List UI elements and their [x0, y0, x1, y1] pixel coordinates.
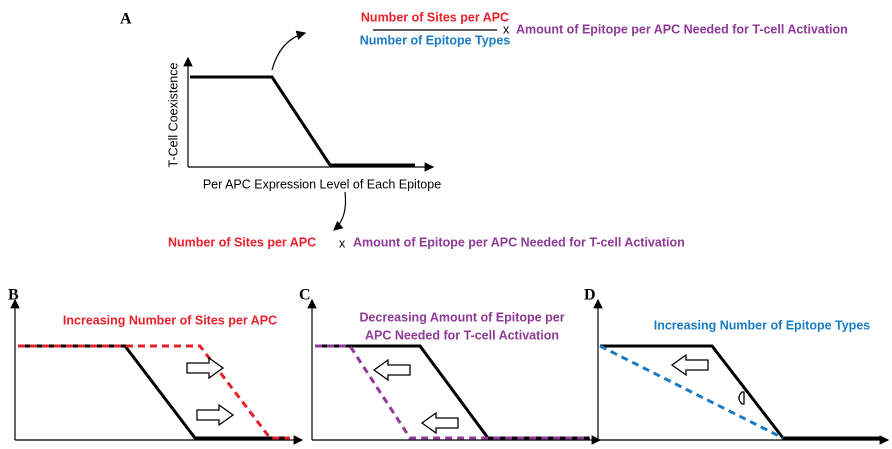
times-sign: x	[339, 236, 346, 250]
baseline-curve	[315, 344, 590, 440]
shifted-curve	[599, 344, 784, 440]
result-sites: Number of Sites per APC	[168, 235, 316, 249]
panel-title: Increasing Number of Epitope Types	[654, 318, 871, 332]
shift-arrow	[420, 411, 459, 435]
activation-amount: Amount of Epitope per APC Needed for T-c…	[516, 22, 848, 36]
shifted-curve	[18, 344, 290, 440]
shift-arrow	[670, 353, 709, 377]
x-axis-label: Per APC Expression Level of Each Epitope	[203, 177, 441, 191]
shift-arrow	[196, 403, 235, 427]
panel-title: APC Needed for T-cell Activation	[365, 328, 559, 342]
rotation-arrow	[738, 391, 745, 405]
times-sign: x	[503, 22, 510, 36]
baseline-curve	[600, 344, 880, 440]
curved-arrow	[333, 191, 347, 231]
y-axis-label: T-Cell Coexistence	[166, 63, 180, 168]
shift-arrow	[372, 358, 411, 382]
panel-label: A	[120, 11, 132, 28]
fraction-numerator: Number of Sites per APC	[361, 10, 509, 24]
baseline-curve	[18, 344, 290, 440]
panel-title: Increasing Number of Sites per APC	[63, 313, 277, 327]
coexistence-curve	[190, 75, 415, 167]
shifted-curve	[315, 344, 590, 440]
curved-arrow	[271, 30, 307, 71]
panel-label: B	[8, 287, 19, 304]
shift-arrow	[186, 356, 225, 380]
panel-label: D	[584, 287, 596, 304]
result-amount: Amount of Epitope per APC Needed for T-c…	[353, 235, 685, 249]
panel-title: Decreasing Amount of Epitope per	[359, 310, 564, 324]
fraction-denominator: Number of Epitope Types	[360, 33, 511, 47]
panel-label: C	[299, 287, 311, 304]
